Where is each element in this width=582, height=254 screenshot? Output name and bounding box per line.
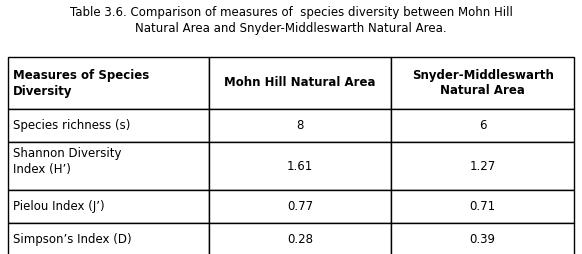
Text: Natural Area and Snyder-Middleswarth Natural Area.: Natural Area and Snyder-Middleswarth Nat… bbox=[135, 22, 447, 35]
Text: Shannon Diversity
Index (H’): Shannon Diversity Index (H’) bbox=[13, 147, 122, 176]
Text: Snyder-Middleswarth
Natural Area: Snyder-Middleswarth Natural Area bbox=[411, 69, 553, 98]
Text: Pielou Index (J’): Pielou Index (J’) bbox=[13, 200, 105, 213]
Bar bbox=[8, 190, 209, 223]
Text: Simpson’s Index (D): Simpson’s Index (D) bbox=[13, 233, 132, 246]
Bar bbox=[209, 190, 391, 223]
Bar bbox=[8, 109, 209, 142]
Text: 0.28: 0.28 bbox=[287, 233, 313, 246]
Bar bbox=[391, 142, 574, 190]
Text: Species richness (s): Species richness (s) bbox=[13, 119, 130, 132]
Text: 1.61: 1.61 bbox=[287, 160, 313, 172]
Bar bbox=[391, 190, 574, 223]
Text: 0.39: 0.39 bbox=[470, 233, 496, 246]
Bar bbox=[391, 109, 574, 142]
Bar bbox=[391, 57, 574, 109]
Text: 8: 8 bbox=[296, 119, 304, 132]
Text: Table 3.6. Comparison of measures of  species diversity between Mohn Hill: Table 3.6. Comparison of measures of spe… bbox=[70, 6, 512, 19]
Text: 6: 6 bbox=[479, 119, 487, 132]
Bar bbox=[209, 142, 391, 190]
Text: Mohn Hill Natural Area: Mohn Hill Natural Area bbox=[224, 76, 376, 89]
Bar bbox=[209, 57, 391, 109]
Text: 0.77: 0.77 bbox=[287, 200, 313, 213]
Bar bbox=[8, 142, 209, 190]
Text: Measures of Species
Diversity: Measures of Species Diversity bbox=[13, 69, 149, 98]
Text: 1.27: 1.27 bbox=[470, 160, 496, 172]
Bar bbox=[8, 57, 209, 109]
Text: 0.71: 0.71 bbox=[470, 200, 496, 213]
Bar bbox=[391, 223, 574, 254]
Bar bbox=[209, 109, 391, 142]
Bar bbox=[209, 223, 391, 254]
Bar bbox=[8, 223, 209, 254]
